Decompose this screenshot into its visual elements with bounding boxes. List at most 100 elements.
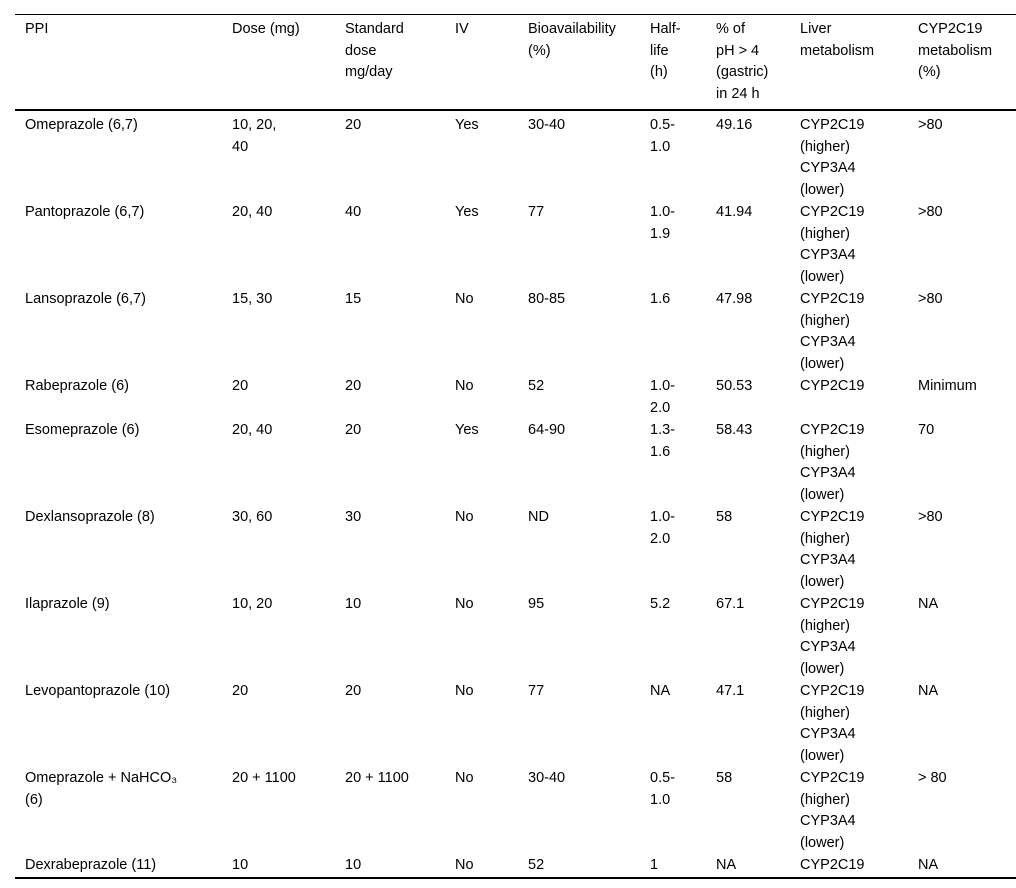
cell-dose: 20 (232, 378, 249, 394)
cell-dose: 20 (232, 683, 249, 699)
cell-cyp2c19: >80 (918, 204, 943, 220)
table-header: PPI Dose (mg) Standard dose mg/day IV Bi… (15, 14, 1016, 111)
cell-standard-dose: 20 (345, 422, 362, 438)
table-row-levopantoprazole: Levopantoprazole (10) 20 20 No 77 NA 47.… (15, 680, 1016, 767)
column-header-ph-gt-4: % of pH > 4 (gastric) in 24 h (716, 14, 800, 111)
table-row-lansoprazole: Lansoprazole (6,7) 15, 30 15 No 80-85 1.… (15, 288, 1016, 375)
cell-iv: No (455, 770, 474, 786)
cell-dose: 30, 60 (232, 509, 273, 525)
ppi-comparison-table: PPI Dose (mg) Standard dose mg/day IV Bi… (15, 14, 1016, 879)
cell-ph-gt-4: 58 (716, 770, 733, 786)
column-header-dose-mg: Dose (mg) (232, 14, 345, 111)
cell-liver: CYP2C19 (higher) CYP3A4 (lower) (800, 770, 865, 851)
cell-ppi: Rabeprazole (6) (25, 378, 129, 394)
cell-cyp2c19: > 80 (918, 770, 947, 786)
cell-cyp2c19: NA (918, 596, 939, 612)
cell-cyp2c19: >80 (918, 509, 943, 525)
cell-bioavailability: 52 (528, 857, 545, 873)
cell-ppi: Esomeprazole (6) (25, 422, 140, 438)
table-row-rabeprazole: Rabeprazole (6) 20 20 No 52 1.0- 2.0 50.… (15, 375, 1016, 419)
cell-half-life: 0.5- 1.0 (650, 770, 675, 808)
cell-cyp2c19: 70 (918, 422, 935, 438)
cell-iv: No (455, 596, 474, 612)
cell-iv: No (455, 857, 474, 873)
cell-bioavailability: 30-40 (528, 770, 566, 786)
cell-half-life: NA (650, 683, 671, 699)
cell-dose: 10 (232, 857, 249, 873)
cell-dose: 20, 40 (232, 422, 273, 438)
cell-standard-dose: 10 (345, 857, 362, 873)
cell-liver: CYP2C19 (higher) CYP3A4 (lower) (800, 683, 865, 764)
cell-bioavailability: 30-40 (528, 117, 566, 133)
table-row-dexrabeprazole: Dexrabeprazole (11) 10 10 No 52 1 NA CYP… (15, 854, 1016, 878)
column-header-ppi: PPI (15, 14, 232, 111)
cell-ph-gt-4: NA (716, 857, 737, 873)
table-row-dexlansoprazole: Dexlansoprazole (8) 30, 60 30 No ND 1.0-… (15, 506, 1016, 593)
cell-half-life: 1.0- 1.9 (650, 204, 675, 242)
table-row-omeprazole-nahco3: Omeprazole + NaHCO₃ (6) 20 + 1100 20 + 1… (15, 767, 1016, 854)
column-header-iv: IV (455, 14, 528, 111)
table-row-omeprazole: Omeprazole (6,7) 10, 20, 40 20 Yes 30-40… (15, 110, 1016, 201)
cell-half-life: 1 (650, 857, 659, 873)
cell-ppi: Ilaprazole (9) (25, 596, 110, 612)
cell-iv: No (455, 378, 474, 394)
column-header-cyp2c19: CYP2C19 metabolism (%) (918, 14, 1016, 111)
cell-bioavailability: 64-90 (528, 422, 566, 438)
cell-standard-dose: 10 (345, 596, 362, 612)
cell-iv: Yes (455, 204, 479, 220)
cell-standard-dose: 40 (345, 204, 362, 220)
cell-bioavailability: ND (528, 509, 549, 525)
cell-ppi: Levopantoprazole (10) (25, 683, 171, 699)
cell-cyp2c19: NA (918, 683, 939, 699)
cell-half-life: 1.6 (650, 291, 671, 307)
cell-ppi: Omeprazole + NaHCO₃ (6) (25, 770, 178, 808)
cell-iv: No (455, 683, 474, 699)
cell-dose: 10, 20 (232, 596, 273, 612)
cell-cyp2c19: >80 (918, 291, 943, 307)
cell-liver: CYP2C19 (higher) CYP3A4 (lower) (800, 204, 865, 285)
cell-standard-dose: 15 (345, 291, 362, 307)
table-row-esomeprazole: Esomeprazole (6) 20, 40 20 Yes 64-90 1.3… (15, 419, 1016, 506)
cell-ppi: Dexrabeprazole (11) (25, 857, 157, 873)
cell-liver: CYP2C19 (800, 378, 865, 394)
table-row-pantoprazole: Pantoprazole (6,7) 20, 40 40 Yes 77 1.0-… (15, 201, 1016, 288)
cell-half-life: 1.3- 1.6 (650, 422, 675, 460)
cell-cyp2c19: NA (918, 857, 939, 873)
cell-ph-gt-4: 41.94 (716, 204, 753, 220)
cell-cyp2c19: Minimum (918, 378, 977, 394)
cell-bioavailability: 77 (528, 204, 545, 220)
cell-dose: 20, 40 (232, 204, 273, 220)
cell-ph-gt-4: 58.43 (716, 422, 753, 438)
cell-standard-dose: 20 + 1100 (345, 770, 409, 786)
cell-iv: No (455, 509, 474, 525)
table-body: Omeprazole (6,7) 10, 20, 40 20 Yes 30-40… (15, 110, 1016, 878)
cell-ph-gt-4: 47.1 (716, 683, 745, 699)
cell-ph-gt-4: 49.16 (716, 117, 753, 133)
table-row-ilaprazole: Ilaprazole (9) 10, 20 10 No 95 5.2 67.1 … (15, 593, 1016, 680)
column-header-standard-dose: Standard dose mg/day (345, 14, 455, 111)
cell-ph-gt-4: 50.53 (716, 378, 753, 394)
cell-liver: CYP2C19 (higher) CYP3A4 (lower) (800, 117, 865, 198)
cell-liver: CYP2C19 (higher) CYP3A4 (lower) (800, 291, 865, 372)
cell-iv: Yes (455, 422, 479, 438)
cell-cyp2c19: >80 (918, 117, 943, 133)
cell-half-life: 1.0- 2.0 (650, 378, 675, 416)
cell-dose: 15, 30 (232, 291, 273, 307)
cell-standard-dose: 20 (345, 683, 362, 699)
cell-half-life: 1.0- 2.0 (650, 509, 675, 547)
cell-ppi: Pantoprazole (6,7) (25, 204, 145, 220)
cell-bioavailability: 77 (528, 683, 545, 699)
cell-liver: CYP2C19 (higher) CYP3A4 (lower) (800, 596, 865, 677)
cell-ppi: Lansoprazole (6,7) (25, 291, 146, 307)
cell-iv: Yes (455, 117, 479, 133)
cell-bioavailability: 95 (528, 596, 545, 612)
cell-dose: 20 + 1100 (232, 770, 296, 786)
cell-liver: CYP2C19 (higher) CYP3A4 (lower) (800, 509, 865, 590)
cell-ppi: Dexlansoprazole (8) (25, 509, 155, 525)
cell-half-life: 0.5- 1.0 (650, 117, 675, 155)
cell-standard-dose: 30 (345, 509, 362, 525)
cell-ppi: Omeprazole (6,7) (25, 117, 138, 133)
cell-standard-dose: 20 (345, 117, 362, 133)
cell-standard-dose: 20 (345, 378, 362, 394)
